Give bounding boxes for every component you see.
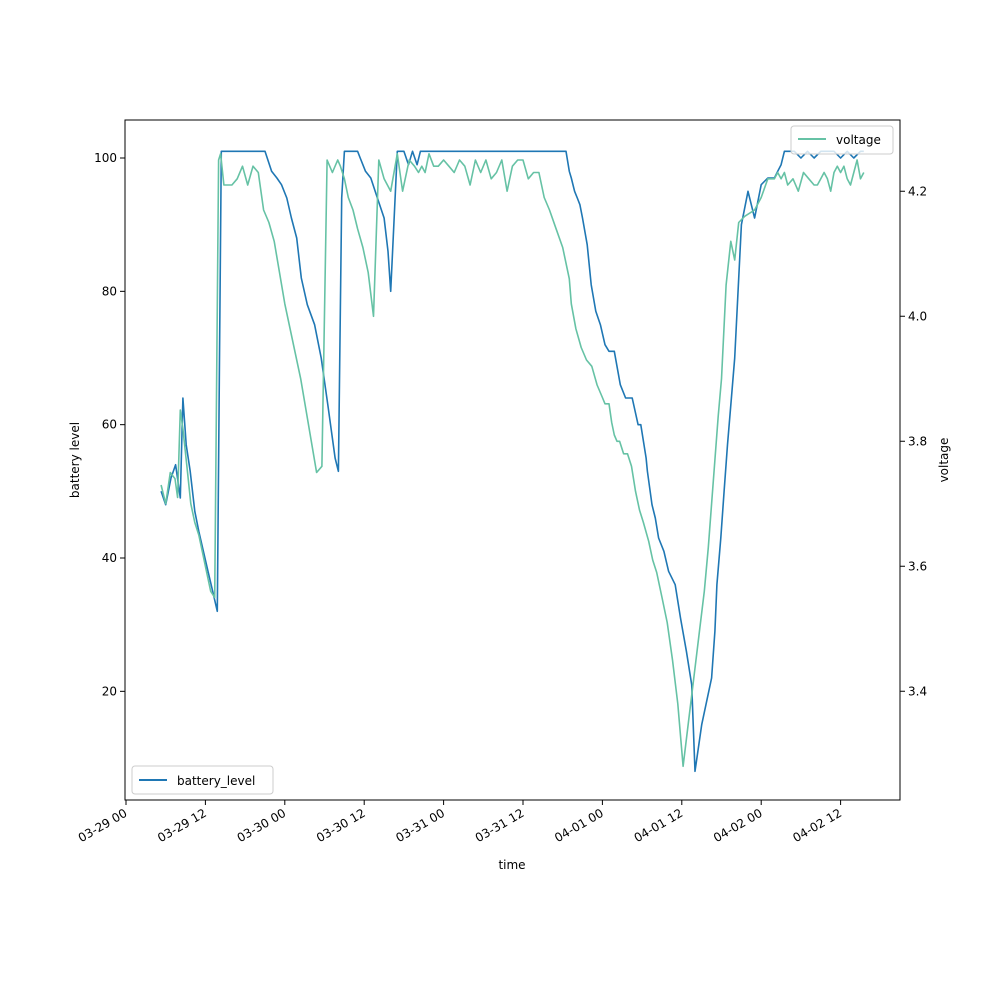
left-y-tick-label: 60 (102, 418, 117, 432)
left-y-axis: 20 40 60 80 100 (94, 151, 125, 698)
series-line-battery-level (160, 150, 864, 773)
right-y-axis-title: voltage (937, 438, 951, 483)
right-y-tick-label: 3.4 (908, 684, 927, 698)
right-y-tick-label: 3.8 (908, 434, 927, 448)
left-y-tick-label: 80 (102, 284, 117, 298)
right-y-tick-label: 3.6 (908, 559, 927, 573)
left-y-tick-label: 100 (94, 151, 117, 165)
right-y-tick-label: 4.2 (908, 184, 927, 198)
left-y-axis-title: battery level (68, 422, 82, 498)
legend-box (131, 765, 274, 795)
left-y-tick-label: 20 (102, 684, 117, 698)
left-y-tick-label: 40 (102, 551, 117, 565)
legend-label-battery-level: battery_level (177, 774, 255, 788)
right-y-axis: 3.4 3.6 3.8 4.0 4.2 (900, 184, 927, 698)
series-line-voltage (160, 153, 865, 768)
x-axis-title: time (498, 858, 525, 872)
legend-voltage: voltage (790, 125, 894, 155)
legend-battery-level: battery_level (131, 765, 274, 795)
plot-area (160, 150, 865, 773)
legend-label-voltage: voltage (836, 133, 881, 147)
plot-frame (124, 119, 901, 801)
right-y-tick-label: 4.0 (908, 309, 927, 323)
legend-box (790, 125, 894, 155)
